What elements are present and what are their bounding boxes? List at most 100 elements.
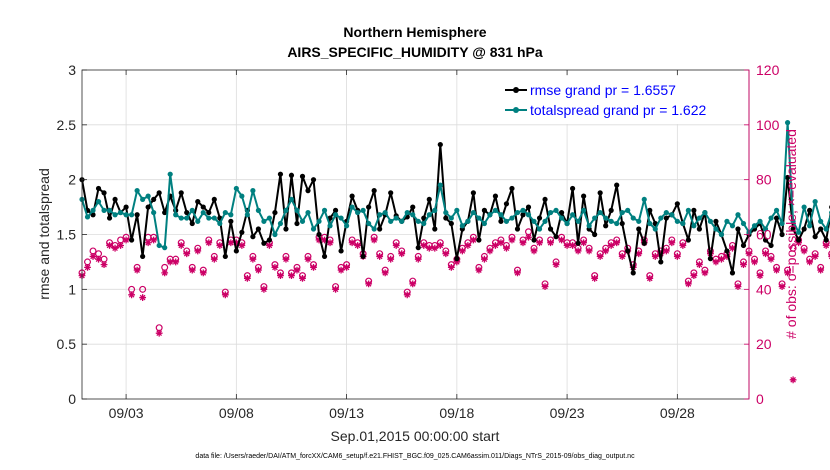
obs-evaluated-marker bbox=[668, 239, 676, 247]
rmse-point bbox=[454, 256, 460, 262]
rmse-point bbox=[729, 270, 736, 276]
rmse-point bbox=[603, 223, 609, 229]
y2-tick-label: 120 bbox=[756, 62, 780, 78]
obs-evaluated-marker bbox=[260, 285, 268, 293]
rmse-point bbox=[696, 226, 702, 232]
obs-evaluated-marker bbox=[811, 253, 819, 260]
totalspread-point bbox=[525, 212, 532, 218]
rmse-point bbox=[691, 207, 697, 213]
obs-evaluated-marker bbox=[409, 280, 417, 288]
obs-evaluated-marker bbox=[403, 291, 411, 299]
obs-evaluated-marker bbox=[343, 264, 350, 271]
obs-evaluated-marker bbox=[232, 239, 240, 247]
rmse-point bbox=[812, 234, 818, 240]
obs-evaluated-marker bbox=[95, 255, 102, 263]
obs-evaluated-marker bbox=[254, 266, 262, 274]
rmse-point bbox=[129, 237, 135, 243]
y-axis-right: 0 20 40 60 80 100 120 bbox=[744, 62, 780, 407]
totalspread-point bbox=[740, 220, 747, 227]
y2-tick-label: 40 bbox=[756, 281, 772, 297]
y-tick-label: 2 bbox=[68, 172, 76, 188]
obs-evaluated-marker bbox=[563, 242, 571, 249]
obs-evaluated-marker bbox=[508, 236, 516, 244]
rmse-point bbox=[366, 204, 372, 210]
rmse-point bbox=[779, 231, 785, 238]
rmse-point bbox=[162, 209, 168, 216]
totalspread-point bbox=[503, 218, 510, 224]
rmse-point bbox=[674, 201, 680, 207]
rmse-point bbox=[663, 215, 669, 221]
totalspread-point bbox=[641, 196, 647, 203]
rmse-point bbox=[790, 226, 796, 232]
totalspread-point bbox=[294, 207, 300, 213]
y-axis-left: 0 0.5 1 1.5 2 2.5 3 bbox=[57, 62, 87, 407]
rmse-point bbox=[305, 188, 311, 194]
rmse-point bbox=[592, 231, 598, 238]
totalspread-point bbox=[448, 215, 454, 221]
obs-evaluated-marker bbox=[89, 253, 97, 260]
series-totalspread bbox=[79, 120, 830, 251]
rmse-point bbox=[542, 196, 548, 203]
rmse-point bbox=[277, 171, 284, 177]
totalspread-point bbox=[757, 218, 763, 224]
obs-evaluated-marker bbox=[210, 255, 218, 263]
obs-evaluated-marker bbox=[602, 247, 610, 255]
rmse-point bbox=[151, 196, 157, 203]
totalspread-point bbox=[272, 231, 278, 238]
totalspread-point bbox=[823, 226, 829, 232]
rmse-point bbox=[206, 209, 212, 216]
obs-evaluated-marker bbox=[475, 266, 483, 274]
obs-evaluated-marker bbox=[172, 258, 180, 266]
totalspread-point bbox=[310, 226, 317, 232]
obs-evaluated-marker bbox=[530, 247, 538, 255]
y-tick-label: 0.5 bbox=[57, 336, 77, 352]
rmse-point bbox=[608, 207, 614, 213]
obs-evaluated-marker bbox=[481, 255, 488, 263]
obs-evaluated-marker bbox=[266, 242, 273, 249]
obs-evaluated-marker bbox=[442, 250, 450, 258]
rmse-point bbox=[266, 237, 273, 243]
totalspread-point bbox=[129, 212, 135, 218]
obs-possible-marker bbox=[828, 250, 830, 257]
obs-evaluated-marker bbox=[100, 261, 108, 269]
obs-evaluated-marker bbox=[607, 242, 615, 249]
rmse-point bbox=[415, 245, 421, 251]
obs-evaluated-marker bbox=[354, 242, 362, 249]
rmse-point bbox=[724, 248, 730, 254]
obs-evaluated-marker bbox=[718, 255, 725, 263]
rmse-point bbox=[476, 237, 482, 243]
y-tick-label: 3 bbox=[68, 62, 76, 78]
obs-evaluated-marker bbox=[337, 266, 345, 274]
obs-evaluated-marker bbox=[536, 239, 543, 247]
totalspread-point bbox=[575, 218, 581, 224]
totalspread-point bbox=[299, 218, 306, 224]
totalspread-point bbox=[713, 226, 719, 232]
totalspread-point bbox=[178, 215, 184, 221]
totalspread-point bbox=[564, 220, 570, 227]
y-tick-label: 2.5 bbox=[57, 117, 77, 133]
x-axis-label: Sep.01,2015 00:00:00 start bbox=[331, 428, 500, 444]
obs-evaluated-marker bbox=[84, 264, 91, 271]
totalspread-point bbox=[426, 212, 432, 218]
totalspread-point bbox=[399, 218, 405, 224]
totalspread-point bbox=[134, 188, 140, 194]
totalspread-point bbox=[547, 209, 554, 216]
obs-evaluated-marker bbox=[580, 239, 588, 247]
obs-evaluated-marker bbox=[321, 236, 328, 244]
totalspread-point bbox=[796, 229, 802, 235]
series-layer bbox=[78, 120, 830, 384]
totalspread-point bbox=[217, 220, 223, 227]
obs-evaluated-marker bbox=[635, 250, 643, 258]
totalspread-point bbox=[680, 220, 686, 227]
obs-evaluated-marker bbox=[387, 255, 395, 263]
totalspread-point bbox=[206, 215, 212, 221]
obs-evaluated-marker bbox=[503, 244, 510, 252]
rmse-point bbox=[294, 220, 300, 227]
totalspread-point bbox=[432, 207, 438, 213]
x-tick-label: 09/18 bbox=[439, 405, 474, 421]
rmse-point bbox=[421, 215, 427, 221]
totalspread-point bbox=[520, 207, 526, 213]
totalspread-point bbox=[603, 215, 609, 221]
rmse-point bbox=[145, 204, 151, 210]
totalspread-point bbox=[509, 215, 515, 221]
